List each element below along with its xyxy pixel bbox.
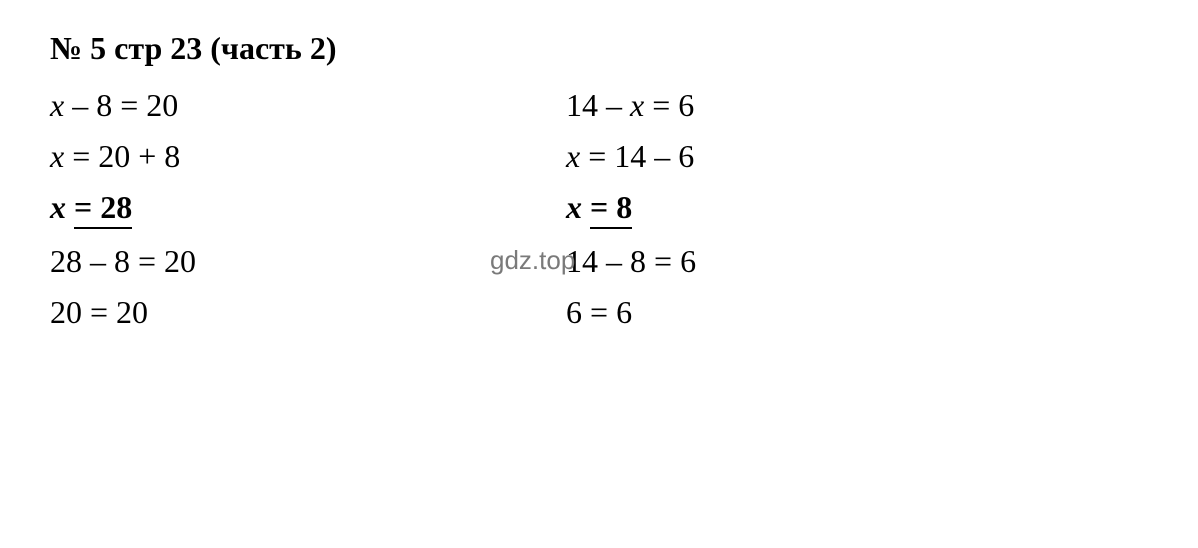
variable-x: x [566, 138, 580, 174]
equation-text: 14 – [566, 87, 630, 123]
equation-line: x = 20 + 8 [50, 138, 196, 175]
equation-line: 14 – x = 6 [566, 87, 696, 124]
left-column: x – 8 = 20 x = 20 + 8 x = 28 28 – 8 = 20… [50, 87, 196, 331]
equation-line: x – 8 = 20 [50, 87, 196, 124]
answer-line: x = 8 [566, 189, 696, 229]
variable-x: x [566, 189, 590, 225]
answer-value: = 8 [590, 189, 632, 229]
equation-text: – 8 = 20 [64, 87, 178, 123]
variable-x: x [50, 138, 64, 174]
answer-line: x = 28 [50, 189, 196, 229]
variable-x: x [50, 87, 64, 123]
check-line: 6 = 6 [566, 294, 696, 331]
check-line: 20 = 20 [50, 294, 196, 331]
right-column: 14 – x = 6 x = 14 – 6 x = 8 14 – 8 = 6 6… [566, 87, 696, 331]
equation-text: = 14 – 6 [580, 138, 694, 174]
page-title: № 5 стр 23 (часть 2) [50, 30, 1148, 67]
variable-x: x [630, 87, 644, 123]
equation-text: = 6 [644, 87, 694, 123]
equation-line: x = 14 – 6 [566, 138, 696, 175]
watermark-text: gdz.top [490, 245, 575, 276]
answer-value: = 28 [74, 189, 132, 229]
equation-columns: x – 8 = 20 x = 20 + 8 x = 28 28 – 8 = 20… [50, 87, 1148, 331]
variable-x: x [50, 189, 74, 225]
equation-text: = 20 + 8 [64, 138, 180, 174]
check-line: 14 – 8 = 6 [566, 243, 696, 280]
check-line: 28 – 8 = 20 [50, 243, 196, 280]
